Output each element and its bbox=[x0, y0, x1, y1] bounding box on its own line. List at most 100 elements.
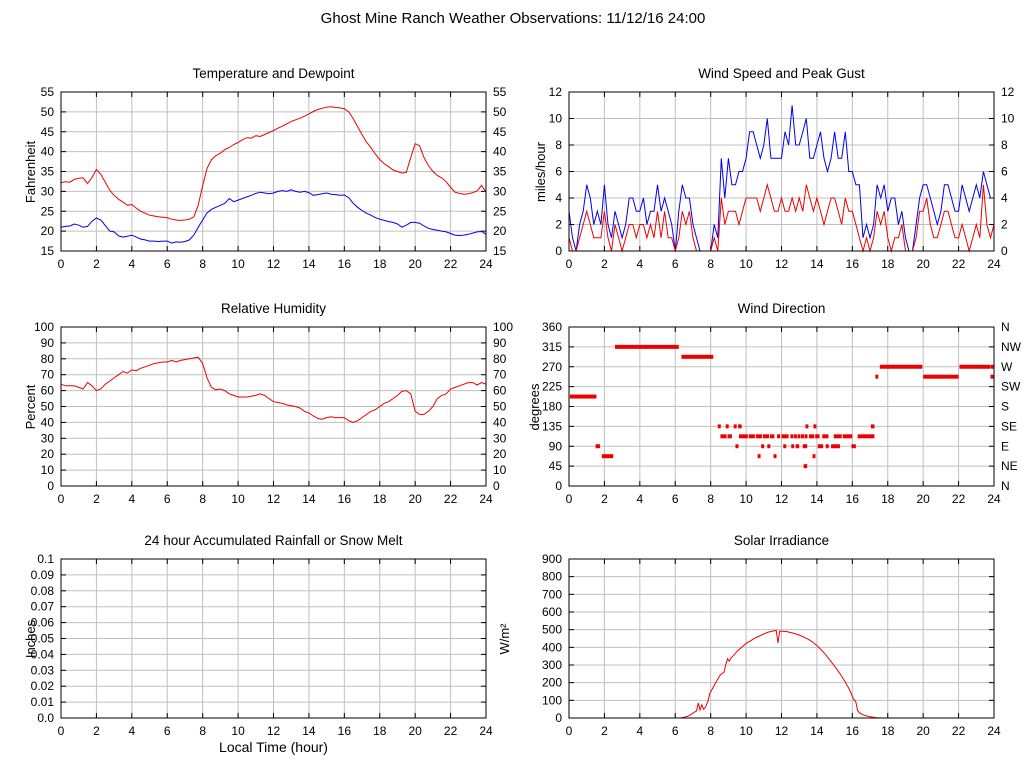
svg-text:18: 18 bbox=[373, 257, 387, 271]
svg-text:40: 40 bbox=[41, 415, 55, 429]
svg-text:8: 8 bbox=[199, 492, 206, 506]
svg-text:900: 900 bbox=[542, 552, 562, 566]
series-peak-gust bbox=[568, 105, 994, 252]
svg-text:22: 22 bbox=[952, 492, 966, 506]
svg-text:10: 10 bbox=[493, 463, 507, 477]
svg-text:E: E bbox=[1001, 439, 1009, 453]
svg-text:20: 20 bbox=[41, 447, 55, 461]
svg-text:4: 4 bbox=[636, 492, 643, 506]
svg-text:10: 10 bbox=[231, 724, 245, 738]
svg-text:20: 20 bbox=[408, 724, 422, 738]
svg-text:10: 10 bbox=[739, 492, 753, 506]
svg-text:SW: SW bbox=[1001, 380, 1021, 394]
svg-text:45: 45 bbox=[41, 125, 55, 139]
svg-text:30: 30 bbox=[41, 431, 55, 445]
tick-labels: 0 2 4 6 8 10 12 14 16 18 20 22 240100200300400500600… bbox=[542, 552, 1001, 738]
svg-text:4: 4 bbox=[636, 257, 643, 271]
svg-text:6: 6 bbox=[164, 724, 171, 738]
chart-title: Wind Speed and Peak Gust bbox=[698, 66, 865, 81]
svg-text:14: 14 bbox=[302, 257, 316, 271]
svg-text:14: 14 bbox=[302, 724, 316, 738]
grid bbox=[569, 559, 994, 718]
svg-text:60: 60 bbox=[41, 384, 55, 398]
y-axis-label: W/m² bbox=[497, 623, 512, 655]
svg-text:15: 15 bbox=[41, 244, 55, 258]
svg-text:W: W bbox=[1001, 360, 1013, 374]
svg-text:35: 35 bbox=[493, 165, 507, 179]
svg-text:50: 50 bbox=[41, 105, 55, 119]
chart-wind-direction: Wind Direction degrees 0 2 4 6 8 10 12 14 16 18 20… bbox=[527, 301, 1022, 506]
svg-text:24: 24 bbox=[987, 257, 1001, 271]
plot-border bbox=[60, 326, 487, 487]
svg-text:40: 40 bbox=[493, 145, 507, 159]
svg-text:14: 14 bbox=[810, 724, 824, 738]
svg-text:16: 16 bbox=[846, 724, 860, 738]
svg-text:24: 24 bbox=[479, 257, 493, 271]
svg-text:0: 0 bbox=[58, 257, 65, 271]
svg-text:18: 18 bbox=[373, 724, 387, 738]
svg-text:20: 20 bbox=[916, 257, 930, 271]
svg-text:4: 4 bbox=[128, 492, 135, 506]
svg-text:600: 600 bbox=[542, 605, 562, 619]
svg-text:200: 200 bbox=[542, 676, 562, 690]
svg-text:6: 6 bbox=[164, 492, 171, 506]
grid bbox=[61, 327, 486, 486]
svg-text:18: 18 bbox=[881, 257, 895, 271]
svg-text:360: 360 bbox=[542, 320, 562, 334]
chart-title: 24 hour Accumulated Rainfall or Snow Mel… bbox=[144, 533, 402, 548]
series-relative-humidity bbox=[60, 356, 487, 423]
svg-text:N: N bbox=[1001, 320, 1010, 334]
chart-title: Relative Humidity bbox=[221, 301, 326, 316]
svg-text:25: 25 bbox=[41, 204, 55, 218]
svg-text:14: 14 bbox=[810, 257, 824, 271]
svg-text:20: 20 bbox=[493, 224, 507, 238]
svg-text:0.09: 0.09 bbox=[31, 568, 55, 582]
svg-text:50: 50 bbox=[493, 400, 507, 414]
svg-text:0.1: 0.1 bbox=[37, 552, 54, 566]
tick-marks bbox=[568, 326, 995, 487]
svg-text:NW: NW bbox=[1001, 340, 1022, 354]
svg-text:12: 12 bbox=[267, 257, 281, 271]
svg-text:6: 6 bbox=[1001, 165, 1008, 179]
svg-text:18: 18 bbox=[881, 724, 895, 738]
svg-text:NE: NE bbox=[1001, 459, 1018, 473]
svg-text:400: 400 bbox=[542, 640, 562, 654]
y-axis-label: Percent bbox=[23, 384, 38, 429]
svg-text:25: 25 bbox=[493, 204, 507, 218]
svg-text:0.04: 0.04 bbox=[31, 647, 55, 661]
svg-text:SE: SE bbox=[1001, 419, 1017, 433]
svg-text:30: 30 bbox=[493, 431, 507, 445]
svg-text:2: 2 bbox=[555, 218, 562, 232]
svg-text:20: 20 bbox=[408, 257, 422, 271]
svg-text:6: 6 bbox=[164, 257, 171, 271]
chart-relative-humidity: Relative Humidity Percent 0 2 4 6 8 10 12 14 16 1… bbox=[23, 301, 513, 506]
svg-text:0: 0 bbox=[47, 479, 54, 493]
svg-text:4: 4 bbox=[1001, 191, 1008, 205]
chart-title: Temperature and Dewpoint bbox=[192, 66, 354, 81]
plot-area: 0 2 4 6 8 10 12 14 16 18 20 22 240.00.010.020.030.04… bbox=[31, 552, 493, 738]
svg-text:10: 10 bbox=[739, 257, 753, 271]
svg-text:0: 0 bbox=[555, 244, 562, 258]
svg-text:30: 30 bbox=[493, 184, 507, 198]
grid bbox=[61, 559, 486, 718]
svg-text:0.02: 0.02 bbox=[31, 679, 55, 693]
y-axis-label: miles/hour bbox=[533, 141, 548, 202]
svg-text:10: 10 bbox=[231, 492, 245, 506]
y-axis-label: Fahrenheit bbox=[23, 141, 38, 204]
plot-border bbox=[568, 326, 995, 487]
svg-text:0: 0 bbox=[566, 257, 573, 271]
svg-text:100: 100 bbox=[493, 320, 513, 334]
svg-text:6: 6 bbox=[672, 257, 679, 271]
svg-text:12: 12 bbox=[1001, 85, 1015, 99]
chart-title: Solar Irradiance bbox=[734, 533, 829, 548]
svg-text:700: 700 bbox=[542, 587, 562, 601]
grid bbox=[569, 92, 994, 251]
